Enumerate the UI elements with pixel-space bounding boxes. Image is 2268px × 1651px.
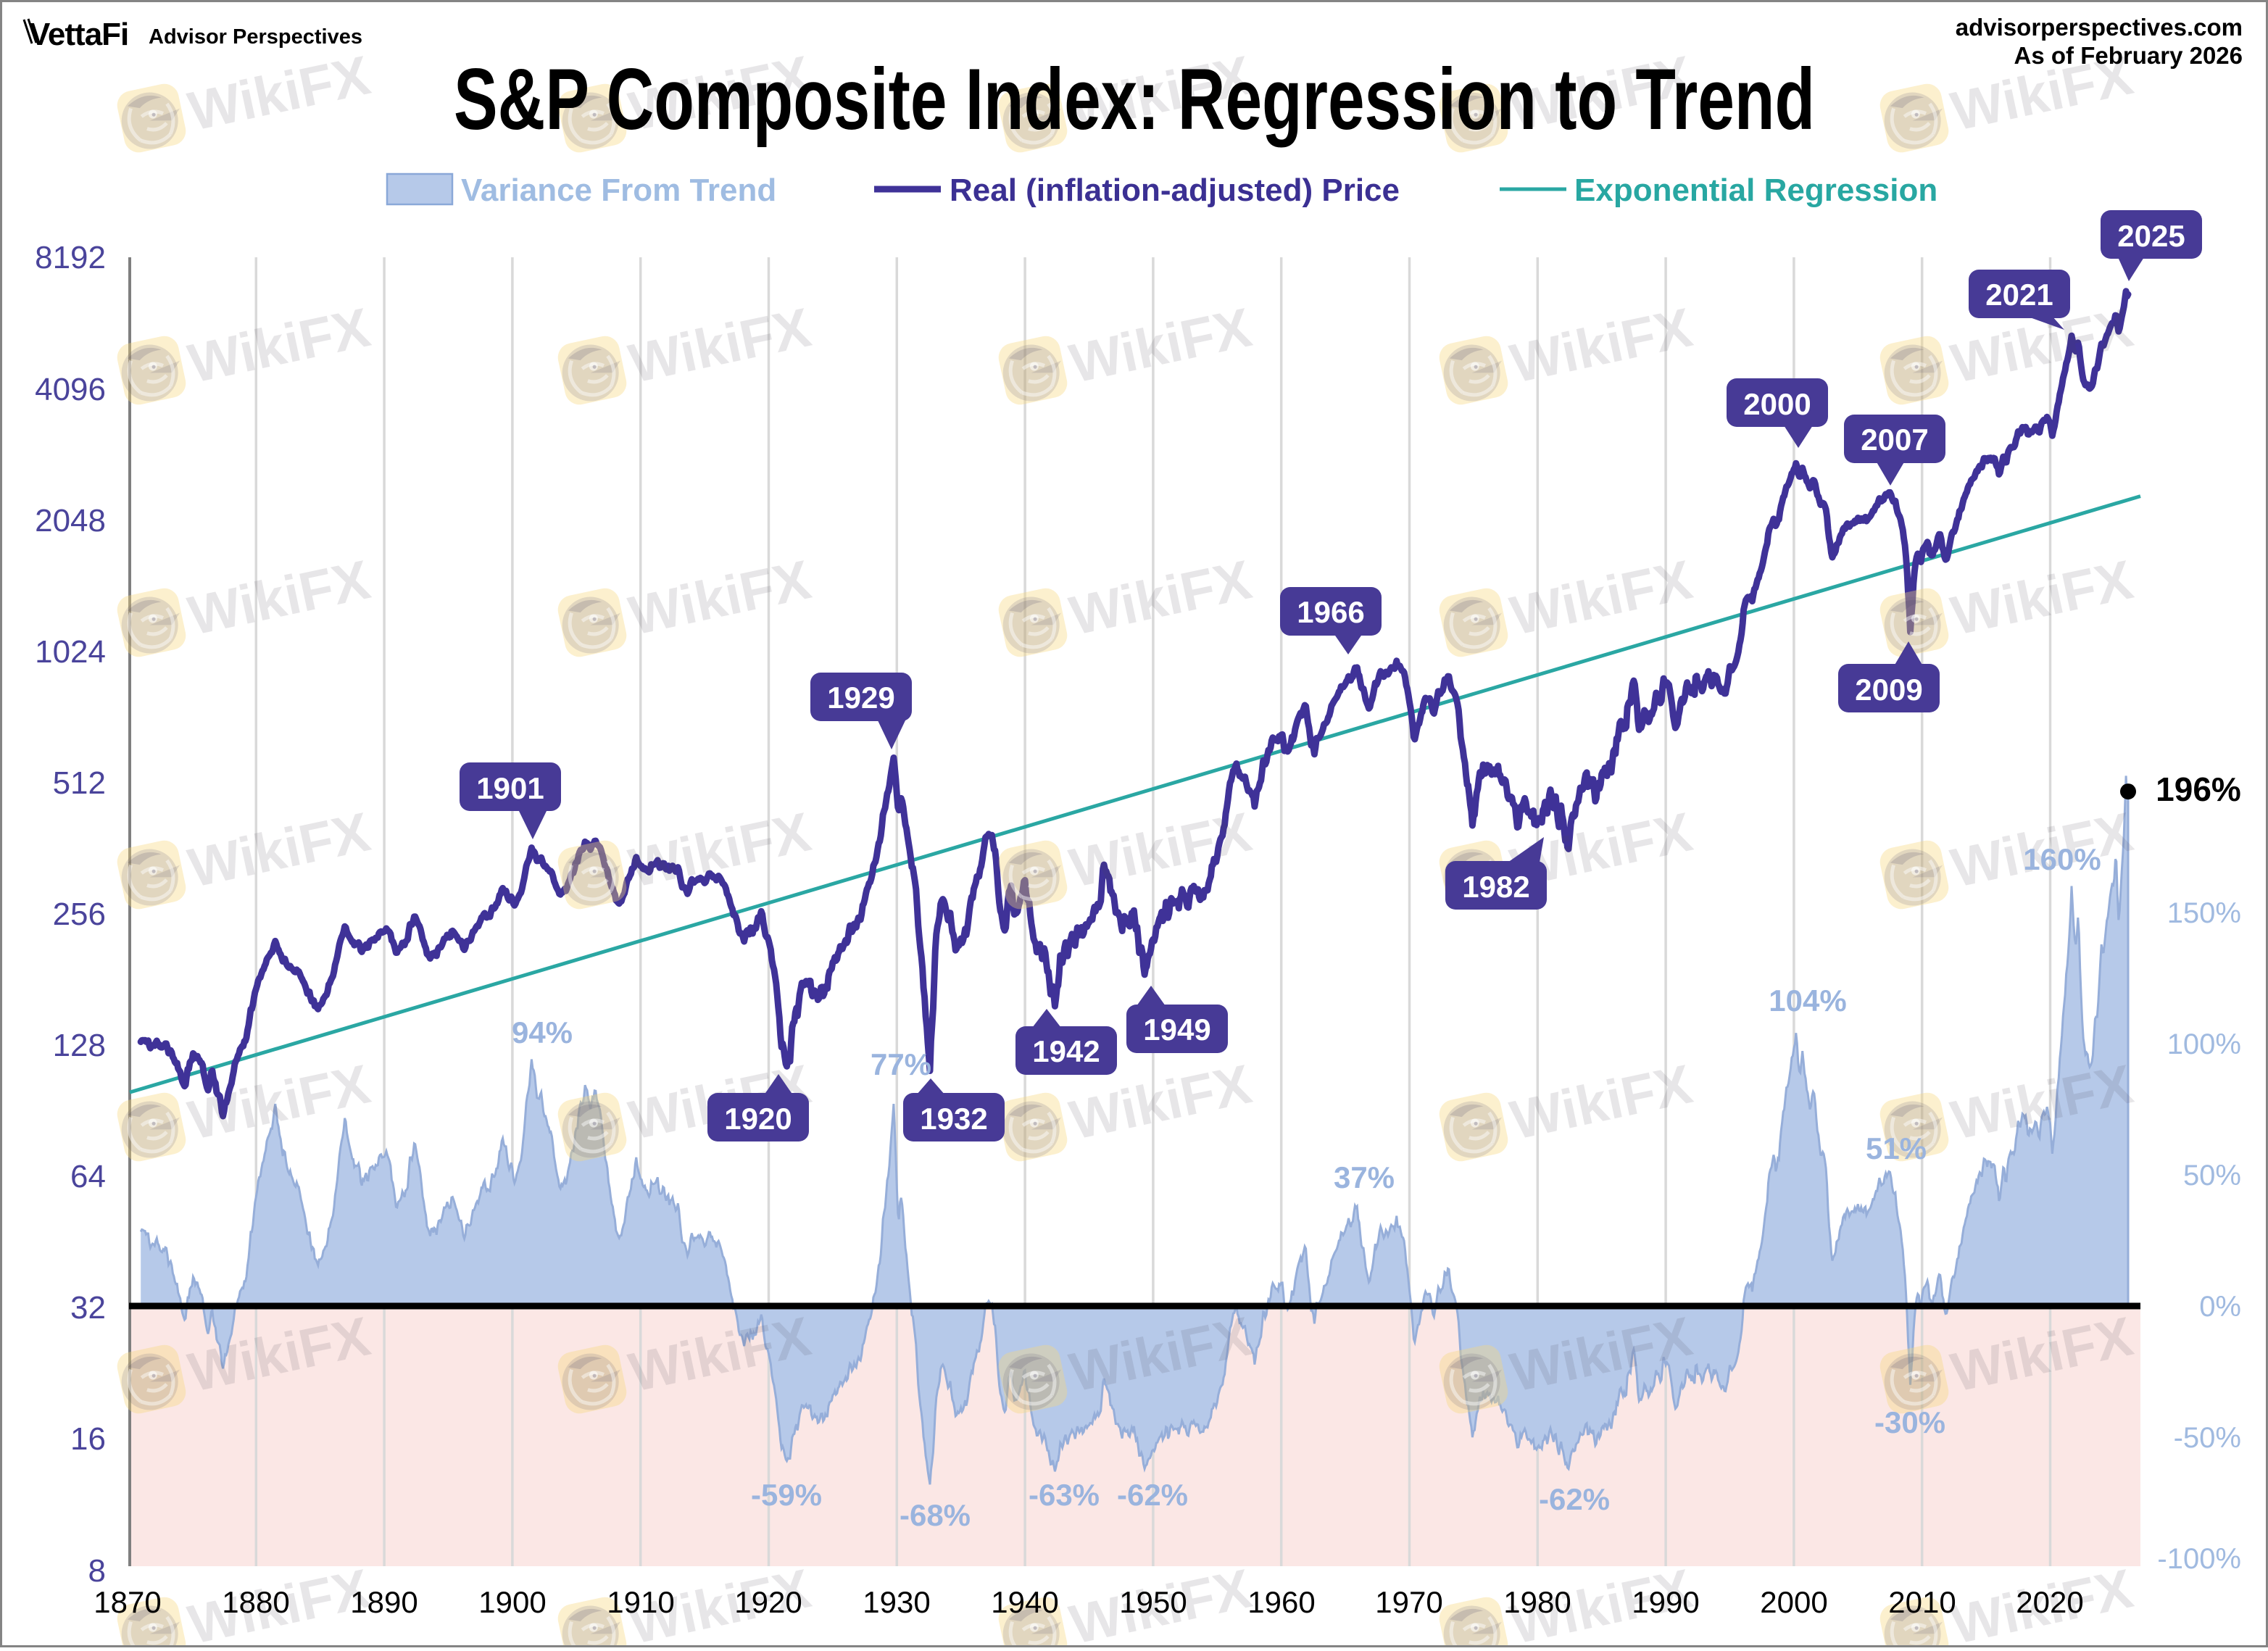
- svg-text:1930: 1930: [863, 1585, 930, 1619]
- svg-text:VettaFi: VettaFi: [29, 17, 128, 52]
- svg-text:-68%: -68%: [900, 1498, 971, 1532]
- svg-text:1950: 1950: [1119, 1585, 1187, 1619]
- svg-text:1960: 1960: [1247, 1585, 1315, 1619]
- svg-text:100%: 100%: [2167, 1028, 2241, 1060]
- svg-text:2000: 2000: [1760, 1585, 1827, 1619]
- svg-text:1920: 1920: [734, 1585, 802, 1619]
- svg-text:150%: 150%: [2167, 897, 2241, 929]
- svg-text:1966: 1966: [1297, 595, 1364, 629]
- svg-text:104%: 104%: [1769, 983, 1846, 1018]
- svg-text:1901: 1901: [476, 771, 544, 805]
- svg-text:-30%: -30%: [1874, 1405, 1945, 1439]
- svg-text:8192: 8192: [35, 240, 106, 275]
- svg-text:0%: 0%: [2199, 1291, 2241, 1323]
- svg-text:16: 16: [70, 1421, 106, 1457]
- svg-text:2021: 2021: [1985, 278, 2053, 312]
- svg-text:512: 512: [53, 765, 106, 801]
- svg-text:64: 64: [70, 1159, 106, 1194]
- svg-text:1890: 1890: [350, 1585, 418, 1619]
- svg-text:-59%: -59%: [751, 1478, 822, 1512]
- svg-text:1024: 1024: [35, 634, 106, 670]
- svg-text:1932: 1932: [920, 1102, 987, 1136]
- svg-text:1990: 1990: [1632, 1585, 1699, 1619]
- svg-text:4096: 4096: [35, 372, 106, 407]
- svg-text:77%: 77%: [871, 1047, 931, 1081]
- svg-text:1929: 1929: [827, 681, 894, 715]
- svg-text:advisorperspectives.com: advisorperspectives.com: [1956, 14, 2243, 41]
- svg-text:1970: 1970: [1375, 1585, 1442, 1619]
- svg-text:1940: 1940: [991, 1585, 1058, 1619]
- svg-text:128: 128: [53, 1028, 106, 1063]
- svg-text:1870: 1870: [94, 1585, 161, 1619]
- svg-text:32: 32: [70, 1290, 106, 1326]
- svg-text:1880: 1880: [222, 1585, 289, 1619]
- svg-text:Advisor Perspectives: Advisor Perspectives: [149, 25, 362, 49]
- svg-text:50%: 50%: [2183, 1160, 2241, 1192]
- svg-text:1942: 1942: [1032, 1034, 1100, 1068]
- svg-text:-62%: -62%: [1539, 1482, 1610, 1516]
- svg-text:1910: 1910: [607, 1585, 674, 1619]
- svg-text:-100%: -100%: [2157, 1543, 2241, 1575]
- svg-text:1949: 1949: [1143, 1012, 1210, 1047]
- svg-text:2007: 2007: [1861, 423, 1928, 457]
- svg-text:1980: 1980: [1503, 1585, 1571, 1619]
- svg-text:51%: 51%: [1866, 1131, 1927, 1165]
- svg-text:Real (inflation-adjusted) Pric: Real (inflation-adjusted) Price: [950, 172, 1400, 208]
- svg-text:196%: 196%: [2156, 770, 2241, 808]
- svg-text:1920: 1920: [724, 1102, 792, 1136]
- svg-text:256: 256: [53, 897, 106, 932]
- svg-text:Exponential Regression: Exponential Regression: [1574, 172, 1937, 208]
- svg-text:2000: 2000: [1743, 387, 1811, 421]
- svg-text:As of February 2026: As of February 2026: [2014, 42, 2243, 69]
- svg-text:2048: 2048: [35, 503, 106, 538]
- svg-text:2020: 2020: [2016, 1585, 2083, 1619]
- svg-text:37%: 37%: [1334, 1160, 1395, 1194]
- svg-text:94%: 94%: [512, 1015, 573, 1049]
- svg-text:2025: 2025: [2117, 219, 2185, 253]
- svg-text:1982: 1982: [1462, 870, 1529, 904]
- svg-text:-62%: -62%: [1117, 1478, 1188, 1512]
- svg-text:-63%: -63%: [1029, 1478, 1100, 1512]
- svg-text:Variance From Trend: Variance From Trend: [461, 172, 776, 208]
- svg-text:-50%: -50%: [2174, 1422, 2241, 1454]
- svg-text:2010: 2010: [1888, 1585, 1956, 1619]
- svg-text:160%: 160%: [2023, 842, 2101, 876]
- svg-text:2009: 2009: [1855, 673, 1922, 707]
- svg-text:8: 8: [88, 1553, 106, 1589]
- svg-text:S&P Composite Index: Regressio: S&P Composite Index: Regression to Trend: [454, 51, 1815, 148]
- svg-text:1900: 1900: [478, 1585, 546, 1619]
